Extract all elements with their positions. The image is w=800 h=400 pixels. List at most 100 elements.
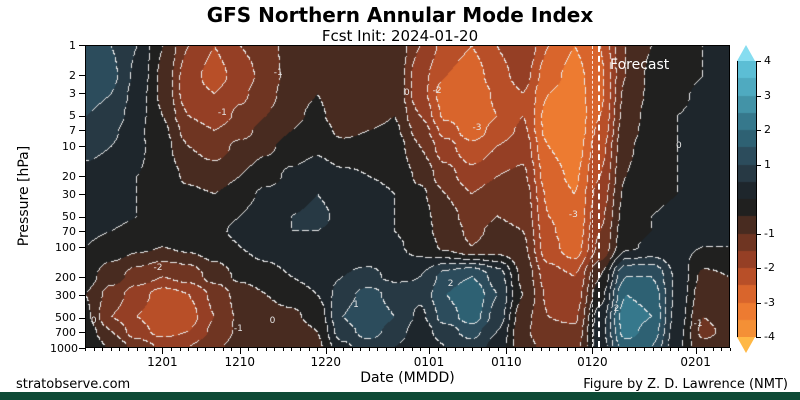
contour-label: -1 [273,67,283,78]
x-major-tick [239,348,241,354]
x-minor-tick [231,348,233,351]
contour-label: -2 [432,85,442,96]
x-minor-tick [85,348,86,351]
x-minor-tick [463,348,465,351]
y-tick [79,194,85,196]
x-minor-tick [669,348,671,351]
x-minor-tick [248,348,250,351]
chart-subtitle: Fcst Init: 2024-01-20 [321,27,479,45]
colorbar-tick-label: -1 [764,226,775,240]
y-tick-label: 20 [62,169,76,183]
x-major-tick [506,348,508,354]
y-tick-label: 700 [55,325,76,339]
x-minor-tick [472,348,473,351]
heatmap-canvas [86,46,729,347]
x-minor-tick [411,348,413,351]
y-tick-label: 2 [69,68,76,82]
x-minor-tick [712,348,714,351]
x-minor-tick [437,348,439,351]
x-minor-tick [661,348,663,351]
forecast-line-secondary [592,46,594,347]
y-tick-label: 5 [69,109,76,123]
x-minor-tick [110,348,112,351]
colorbar-tick-label: -4 [764,330,775,343]
x-tick-label: 1201 [147,355,178,369]
x-minor-tick [317,348,319,351]
contour-label: 0 [403,87,410,98]
colorbar-canvas [737,61,757,337]
x-tick-label: 0101 [413,355,445,369]
colorbar-tick [756,95,761,97]
colorbar-tick [756,61,761,62]
y-tick-label: 300 [55,288,76,302]
x-minor-tick [368,348,370,351]
x-minor-tick [300,348,301,351]
contour-label: 1 [353,299,359,310]
stratobserve-credit: stratobserve.com [16,377,131,392]
x-tick-label: 0110 [491,355,522,369]
y-axis-ticks: 1 2 3 5 7 10 20 30 50 70 100 200 300 500 700 1000 [50,39,85,355]
colorbar-tick [756,337,761,338]
x-minor-tick [102,348,104,351]
x-minor-tick [196,348,198,351]
x-minor-tick [136,348,138,351]
x-minor-tick [558,348,559,351]
x-major-tick [325,348,327,354]
y-tick [79,317,85,319]
x-minor-tick [119,348,121,351]
x-minor-tick [480,348,482,351]
colorbar-tick-label: 2 [764,123,771,136]
x-minor-tick [222,348,224,351]
chart-title: GFS Northern Annular Mode Index [206,3,594,27]
x-minor-tick [601,348,602,351]
forecast-line [597,46,600,347]
contour-label: -1 [217,108,227,119]
x-minor-tick [291,348,293,351]
x-minor-tick [446,348,448,351]
y-tick [79,130,85,132]
x-minor-tick [188,348,190,351]
x-minor-tick [730,348,731,351]
x-minor-tick [343,348,344,351]
plot-area: -1 -1 0 -2 -3 -3 0 2 2 -2 0 1 -1 0 -1 Forecast [85,45,730,348]
y-tick [79,146,85,147]
x-minor-tick [454,348,456,351]
x-minor-tick [351,348,353,351]
x-major-tick [429,348,430,354]
y-tick [79,75,85,77]
y-tick [79,295,85,297]
x-minor-tick [515,348,516,351]
colorbar-tick-label: 3 [764,88,771,102]
y-tick-label: 50 [62,210,76,224]
x-minor-tick [618,348,620,351]
x-minor-tick [334,348,336,351]
x-minor-tick [652,348,654,351]
colorbar-tick-label: 4 [764,54,771,67]
x-minor-tick [386,348,387,351]
x-axis-ticks: 1201 1210 1220 0101 0110 0120 0201 [85,348,731,370]
x-minor-tick [583,348,585,351]
x-minor-tick [377,348,379,351]
contour-label: -2 [153,263,163,274]
forecast-label: Forecast [610,56,670,73]
y-tick-label: 1000 [50,341,78,355]
x-tick-label: 0201 [680,355,711,369]
colorbar-tick-label: -2 [764,261,775,274]
colorbar-over-arrow [737,45,755,61]
y-tick [79,216,85,218]
x-minor-tick [128,348,129,351]
y-tick-label: 500 [55,311,76,325]
x-major-tick [695,348,697,354]
colorbar-tick [756,233,761,235]
y-axis-title: Pressure [hPa] [16,145,32,247]
x-tick-label: 0120 [577,355,608,369]
y-tick [79,176,85,178]
colorbar-tick [756,302,761,304]
x-minor-tick [282,348,284,351]
x-minor-tick [360,348,362,351]
y-tick [79,45,85,46]
x-minor-tick [566,348,568,351]
x-minor-tick [635,348,637,351]
x-minor-tick [497,348,499,351]
